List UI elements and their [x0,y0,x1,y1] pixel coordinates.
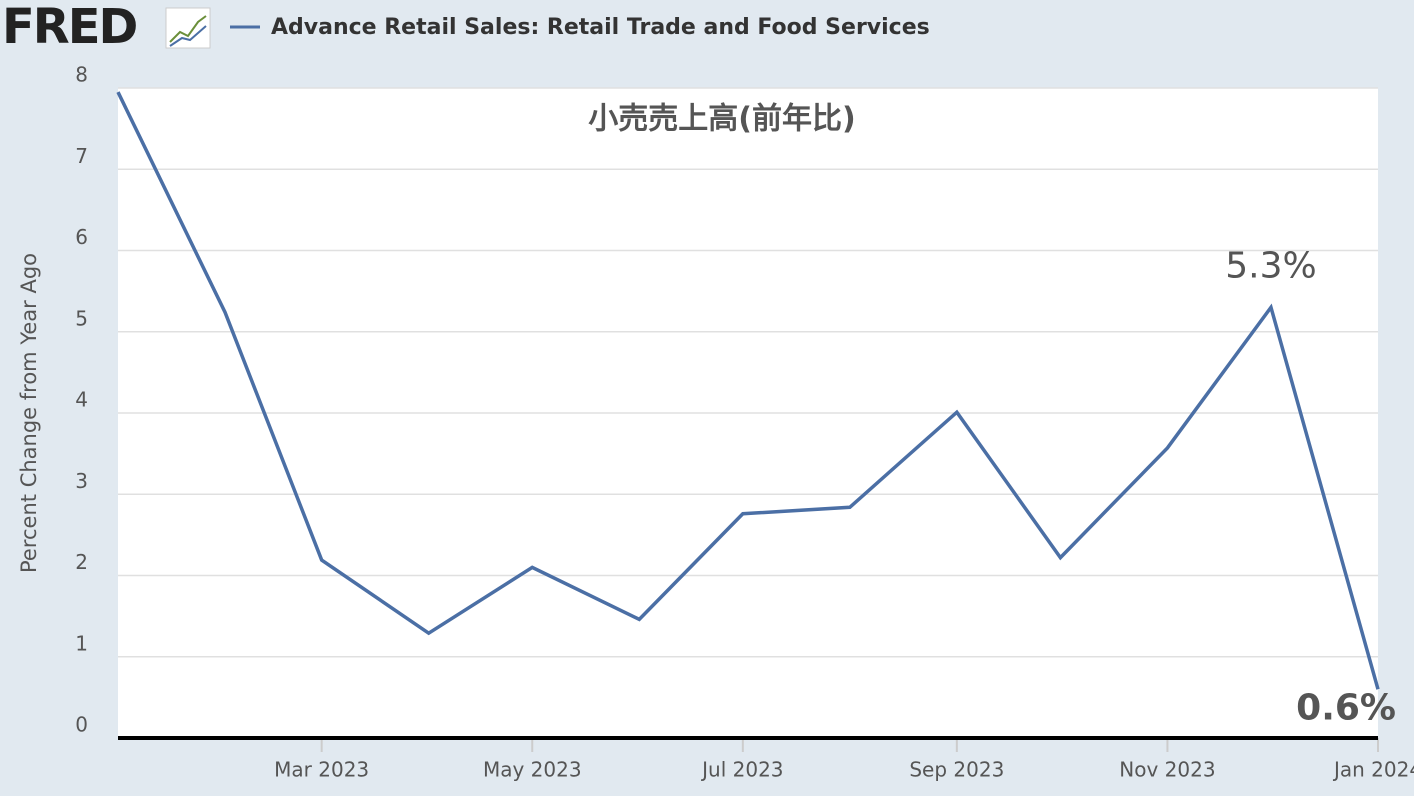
data-label: 0.6% [1296,687,1396,728]
x-tick-label: May 2023 [483,758,582,782]
y-tick-label: 1 [75,631,88,655]
y-tick-label: 7 [75,144,88,168]
chart-title: 小売売上高(前年比) [588,102,855,137]
line [116,91,1380,690]
y-axis-label: Percent Change from Year Ago [17,253,41,573]
y-tick-label: 3 [75,469,88,493]
logo: FRED [2,0,137,55]
x-tick-label: Sep 2023 [909,758,1004,782]
y-tick-label: 6 [75,225,88,249]
y-tick-label: 0 [75,713,88,737]
y-tick-label: 4 [75,388,88,412]
y-tick-label: 8 [75,63,88,87]
y-tick-label: 5 [75,306,88,330]
x-tick-label: Jul 2023 [700,758,783,782]
logo-icon [165,7,211,49]
x-tick-label: Nov 2023 [1119,758,1215,782]
x-tick-label: Mar 2023 [274,758,369,782]
y-tick-label: 2 [75,550,88,574]
data-label: 5.3% [1225,245,1316,286]
legend-label: Advance Retail Sales: Retail Trade and F… [271,15,930,40]
x-tick-label: Jan 2024 [1332,758,1414,782]
